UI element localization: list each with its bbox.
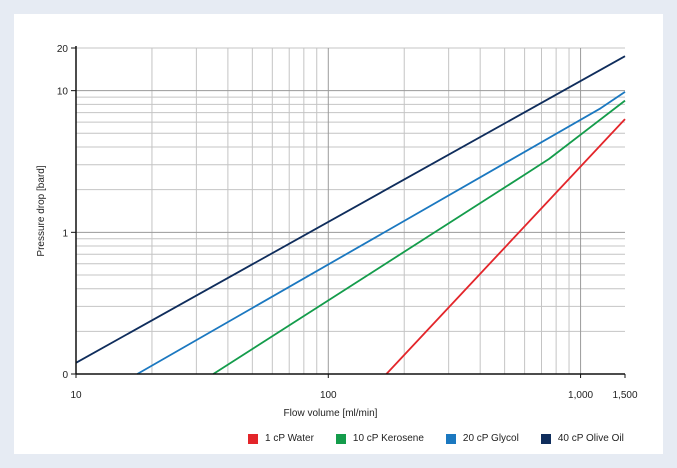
pressure-flow-chart: 10 100 1,000 1,500 0 1 10 20 Flow volume [ml/mi… (36, 44, 638, 419)
x-tick-label: 1,000 (568, 390, 593, 401)
tick-labels: 10 100 1,000 1,500 0 1 10 20 (57, 44, 638, 401)
series-line-1 (212, 99, 626, 375)
legend-label: 40 cP Olive Oil (557, 433, 624, 444)
legend-label: 1 cP Water (265, 433, 314, 444)
series-line-0 (385, 118, 626, 375)
y-tick-label: 20 (57, 44, 69, 55)
legend-swatch (540, 433, 551, 444)
legend-item: 10 cP Kerosene (335, 433, 424, 444)
legend: 1 cP Water 10 cP Kerosene 20 cP Glycol 40 c… (248, 433, 624, 444)
series-line-3 (75, 55, 626, 364)
y-tick-label: 0 (62, 370, 68, 381)
legend-swatch (335, 433, 346, 444)
x-tick-label: 100 (320, 390, 337, 401)
legend-swatch (445, 433, 456, 444)
x-tick-label: 10 (70, 390, 82, 401)
series-line-2 (136, 91, 626, 375)
x-tick-label: 1,500 (612, 390, 637, 401)
y-tick-label: 10 (57, 87, 69, 98)
axes (71, 46, 626, 378)
legend-item: 20 cP Glycol (445, 433, 519, 444)
legend-item: 1 cP Water (248, 433, 314, 444)
legend-swatch (248, 433, 258, 444)
y-tick-label: 1 (62, 228, 68, 239)
series-lines (75, 55, 626, 375)
legend-item: 40 cP Olive Oil (540, 433, 624, 444)
legend-label: 20 cP Glycol (462, 433, 519, 444)
x-axis-title: Flow volume [ml/min] (284, 408, 378, 419)
grid-minor (76, 47, 625, 374)
legend-label: 10 cP Kerosene (352, 433, 424, 444)
chart-card: 10 100 1,000 1,500 0 1 10 20 Flow volume [ml/mi… (14, 14, 663, 454)
y-axis-title: Pressure drop [bard] (36, 165, 47, 256)
